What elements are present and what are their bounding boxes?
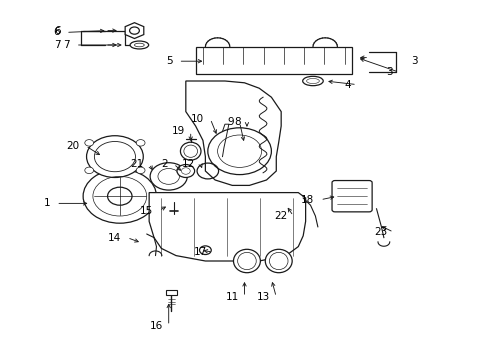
FancyBboxPatch shape — [331, 181, 371, 212]
Text: 17: 17 — [193, 247, 206, 257]
Text: 11: 11 — [225, 292, 238, 302]
Text: 22: 22 — [274, 211, 287, 221]
Circle shape — [84, 140, 93, 146]
Text: 2: 2 — [161, 159, 167, 169]
Text: 8: 8 — [234, 117, 241, 127]
Text: 16: 16 — [149, 321, 163, 331]
Text: 23: 23 — [374, 227, 387, 237]
Ellipse shape — [302, 76, 323, 86]
Text: 7: 7 — [63, 40, 70, 50]
Text: 6: 6 — [53, 27, 60, 37]
Text: 5: 5 — [165, 56, 172, 66]
Circle shape — [83, 169, 156, 223]
Circle shape — [177, 165, 194, 177]
Bar — [165, 290, 176, 295]
Text: 12: 12 — [181, 159, 194, 169]
Ellipse shape — [180, 142, 201, 160]
Text: 1: 1 — [43, 198, 50, 208]
Polygon shape — [149, 193, 305, 261]
Text: 19: 19 — [171, 126, 184, 136]
Circle shape — [84, 167, 93, 174]
Text: 10: 10 — [191, 114, 204, 124]
Text: 4: 4 — [344, 80, 350, 90]
Circle shape — [207, 128, 271, 175]
Polygon shape — [125, 23, 143, 39]
Circle shape — [136, 140, 145, 146]
Ellipse shape — [233, 249, 260, 273]
Ellipse shape — [264, 249, 291, 273]
Text: 21: 21 — [130, 159, 143, 169]
Text: 7: 7 — [54, 40, 61, 50]
Circle shape — [136, 167, 145, 174]
Text: 9: 9 — [226, 117, 233, 127]
Text: 3: 3 — [385, 67, 392, 77]
Text: 6: 6 — [54, 26, 61, 36]
Circle shape — [150, 163, 187, 190]
Polygon shape — [185, 81, 281, 185]
Text: 18: 18 — [301, 195, 314, 205]
Text: 3: 3 — [410, 56, 417, 66]
Text: 20: 20 — [66, 141, 80, 151]
Circle shape — [199, 246, 211, 255]
Polygon shape — [195, 47, 351, 74]
Text: 15: 15 — [140, 206, 153, 216]
Text: 13: 13 — [257, 292, 270, 302]
Circle shape — [129, 27, 139, 34]
Ellipse shape — [130, 41, 148, 49]
Text: 14: 14 — [108, 233, 121, 243]
Circle shape — [86, 136, 143, 177]
